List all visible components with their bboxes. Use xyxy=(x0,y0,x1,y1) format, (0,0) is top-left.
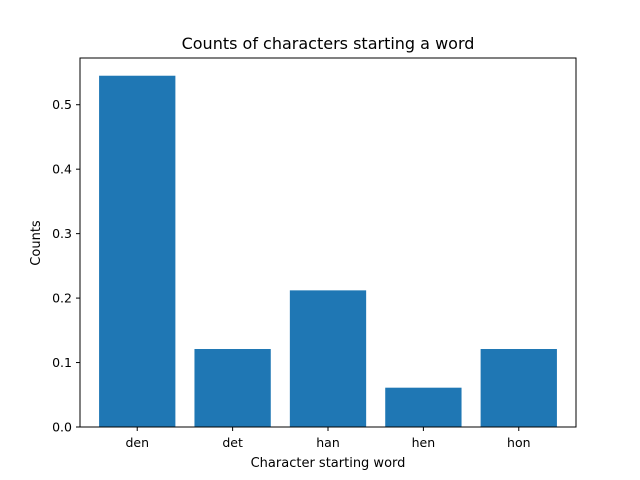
x-tick-label-den: den xyxy=(125,435,149,450)
y-axis-label: Counts xyxy=(29,220,44,266)
y-tick-label-2: 0.2 xyxy=(52,291,72,306)
y-tick-label-1: 0.1 xyxy=(52,355,72,370)
bar-den xyxy=(99,75,176,428)
bar-hon xyxy=(480,349,557,427)
bar-han xyxy=(289,290,367,427)
plot-frame xyxy=(79,57,577,428)
y-tick-label-3: 0.3 xyxy=(52,226,72,241)
x-axis: den det han hen hon xyxy=(125,427,531,450)
x-tick-label-hon: hon xyxy=(507,435,531,450)
bar-det xyxy=(194,349,271,427)
x-axis-label: Character starting word xyxy=(251,456,406,471)
y-tick-label-0: 0.0 xyxy=(52,420,72,435)
chart-title: Counts of characters starting a word xyxy=(182,34,475,53)
x-tick-label-det: det xyxy=(222,435,243,450)
y-axis: 0.0 0.1 0.2 0.3 0.4 0.5 xyxy=(52,97,80,435)
bars-group xyxy=(99,75,557,428)
y-tick-label-4: 0.4 xyxy=(52,162,72,177)
x-tick-label-hen: hen xyxy=(412,435,436,450)
y-tick-label-5: 0.5 xyxy=(52,97,72,112)
bar-hen xyxy=(385,387,462,427)
x-tick-label-han: han xyxy=(316,435,340,450)
